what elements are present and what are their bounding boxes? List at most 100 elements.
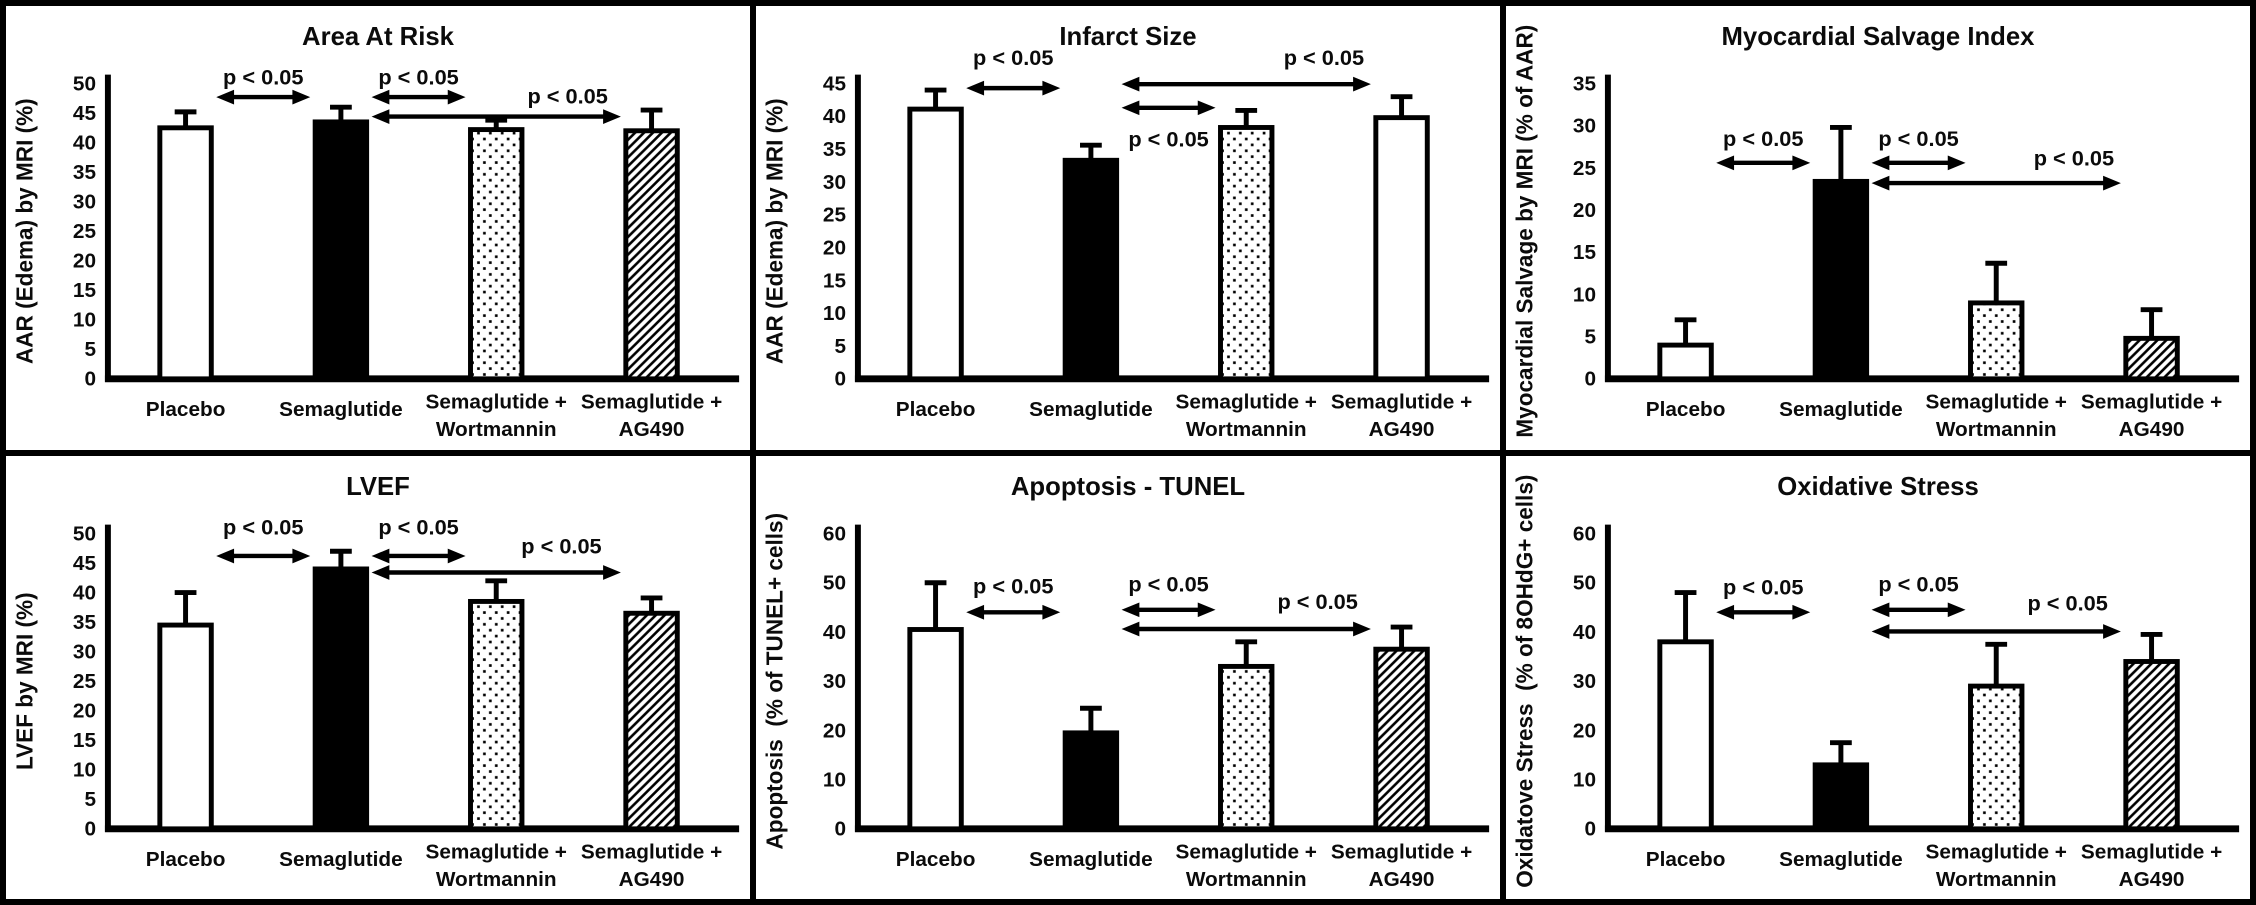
y-tick-label: 35 [73, 161, 96, 184]
x-category-label: AG490 [2119, 418, 2185, 441]
significance-arrow [216, 548, 311, 563]
bar-group-placebo [157, 589, 214, 831]
y-tick-label: 40 [823, 620, 846, 643]
significance-arrow [1871, 175, 2121, 191]
y-tick-label: 45 [73, 551, 96, 574]
arrowhead-left-icon [1121, 621, 1140, 636]
y-tick-label: 50 [823, 571, 846, 594]
arrowhead-right-icon [603, 564, 621, 580]
significance-arrow [1871, 623, 2121, 639]
bar-group-semaglutide-ag490 [623, 107, 680, 382]
panel-oxidative-stress: Oxidative Stress Oxidatove Stress (% of 8… [1506, 455, 2250, 899]
x-category-label: Semaglutide [1029, 848, 1153, 871]
x-category-label: Semaglutide + [1331, 390, 1472, 413]
x-category-label: Placebo [1646, 848, 1726, 871]
y-tick-label: 10 [1573, 283, 1596, 306]
chart-lvef: LVEF LVEF by MRI (%) 0 5 10 15 20 25 30 35 40 45 50 P… [12, 473, 740, 890]
y-tick-label: 15 [823, 269, 846, 292]
significance-arrow [1121, 601, 1216, 617]
y-tick-label: 30 [823, 670, 846, 693]
p-value-label: p < 0.05 [973, 573, 1053, 598]
bar [468, 598, 525, 831]
arrowhead-right-icon [1042, 604, 1061, 620]
chart-title: Area At Risk [302, 23, 455, 51]
y-tick-label: 30 [823, 171, 846, 194]
bar [468, 127, 525, 382]
significance-arrow [1871, 155, 1966, 171]
y-tick-label: 40 [73, 132, 96, 155]
significance-arrow [1121, 621, 1371, 636]
significance-arrow [1871, 601, 1966, 617]
y-tick-label: 25 [73, 670, 96, 693]
y-axis-label: Myocardial Salvage by MRI (% of AAR) [1512, 25, 1538, 438]
y-tick-label: 45 [73, 102, 96, 125]
bar-group-semaglutide [1062, 142, 1120, 382]
x-category-label: Placebo [146, 398, 226, 421]
y-tick-label: 35 [823, 138, 846, 161]
chart-title: Myocardial Salvage Index [1721, 23, 2035, 51]
y-tick-label: 40 [1573, 620, 1596, 643]
y-tick-label: 35 [73, 611, 96, 634]
p-value-label: p < 0.05 [1128, 571, 1208, 596]
bar [2123, 658, 2180, 831]
y-tick-label: 30 [73, 640, 96, 663]
arrowhead-left-icon [1871, 601, 1890, 617]
arrowhead-left-icon [371, 564, 390, 580]
x-category-label: Semaglutide + [581, 840, 722, 863]
arrowhead-right-icon [1947, 155, 1966, 171]
p-value-label: p < 0.05 [2027, 590, 2107, 615]
y-tick-label: 10 [73, 758, 96, 781]
p-value-label: p < 0.05 [1878, 126, 1958, 151]
x-category-label: Semaglutide [1779, 848, 1903, 871]
p-value-label: p < 0.05 [2034, 145, 2114, 170]
y-tick-label: 0 [84, 368, 96, 391]
y-tick-label: 10 [823, 302, 846, 325]
significance-arrow [966, 80, 1061, 96]
bar-group-semaglutide [1812, 739, 1870, 831]
chart-area-at-risk: Area At Risk AAR (Edema) by MRI (%) 0 5 10 15… [12, 23, 740, 441]
bar [1968, 300, 2025, 382]
x-category-label: Semaglutide + [426, 390, 567, 413]
bar-group-semaglutide [1812, 124, 1870, 382]
bar [1373, 646, 1430, 831]
arrowhead-left-icon [1871, 155, 1890, 171]
bar-group-semaglutide-wortmannin [1218, 107, 1275, 382]
bar [907, 106, 964, 382]
arrowhead-left-icon [966, 80, 985, 96]
x-category-label: Placebo [1646, 398, 1726, 421]
p-value-label: p < 0.05 [1128, 127, 1208, 152]
arrowhead-left-icon [371, 109, 390, 124]
significance-arrow [1716, 155, 1811, 171]
bar [2123, 335, 2180, 382]
y-tick-label: 35 [1573, 72, 1596, 95]
x-category-label: Semaglutide [1029, 398, 1153, 421]
x-category-label: Placebo [896, 398, 976, 421]
chart-title: Infarct Size [1059, 23, 1196, 51]
x-category-label: Semaglutide + [2081, 840, 2222, 863]
bar [312, 119, 370, 382]
chart-title: Apoptosis - TUNEL [1011, 473, 1245, 501]
x-category-label: Semaglutide + [581, 390, 722, 413]
x-category-label: Wortmannin [436, 418, 557, 441]
panel-lvef: LVEF LVEF by MRI (%) 0 5 10 15 20 25 30 35 40 45 50 P… [6, 455, 750, 899]
y-tick-label: 5 [1584, 326, 1596, 349]
panel-myocardial-salvage-index: Myocardial Salvage Index Myocardial Salva… [1506, 6, 2250, 450]
arrowhead-right-icon [1197, 601, 1216, 617]
arrowhead-left-icon [1121, 76, 1140, 92]
chart-title: LVEF [346, 473, 410, 501]
arrowhead-right-icon [1353, 76, 1371, 92]
x-category-label: Wortmannin [1186, 418, 1307, 441]
x-category-label: Semaglutide [279, 398, 403, 421]
bar [157, 125, 214, 382]
arrowhead-right-icon [603, 109, 621, 124]
bar-group-placebo [1657, 317, 1714, 382]
y-tick-label: 50 [73, 522, 96, 545]
bar [1218, 125, 1275, 382]
significance-arrow [371, 564, 621, 580]
bar [1657, 638, 1714, 831]
p-value-label: p < 0.05 [1723, 574, 1803, 599]
bar-group-semaglutide-wortmannin [468, 117, 525, 382]
y-tick-label: 0 [834, 817, 846, 840]
y-tick-label: 5 [84, 788, 96, 811]
chart-oxidative-stress: Oxidative Stress Oxidatove Stress (% of 8… [1512, 473, 2240, 890]
